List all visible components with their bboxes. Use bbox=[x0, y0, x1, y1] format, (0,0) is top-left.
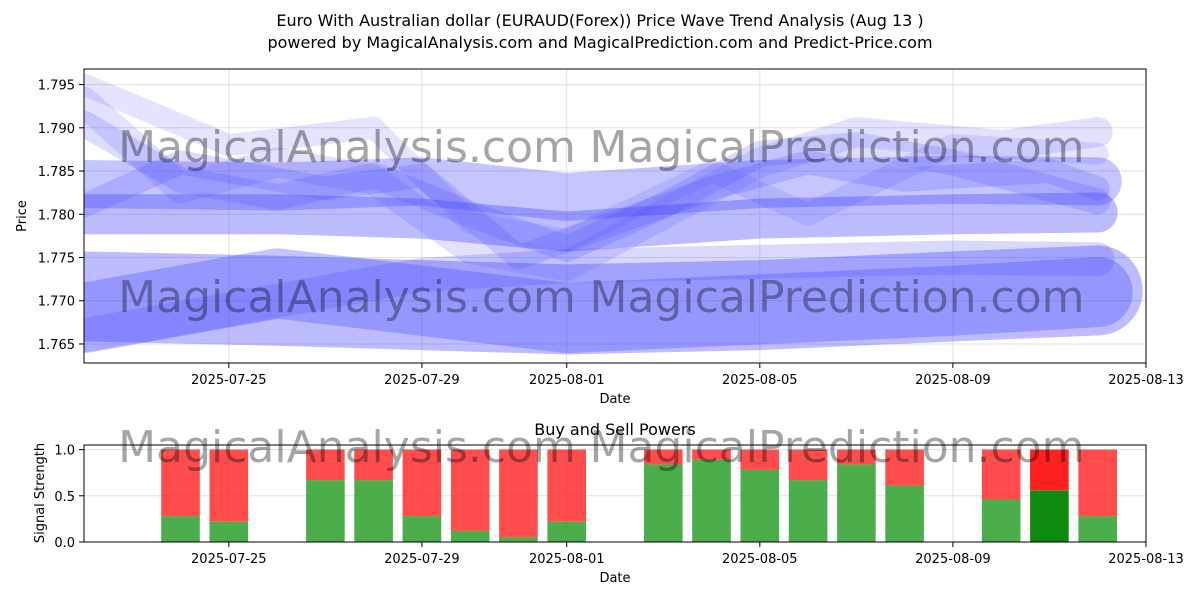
buy-bar bbox=[885, 485, 924, 542]
price-waves bbox=[84, 73, 1143, 355]
sell-bar bbox=[692, 449, 731, 460]
price-y-tick-label: 1.770 bbox=[38, 295, 75, 310]
buy-bar bbox=[1078, 516, 1117, 542]
buy-bar bbox=[740, 469, 780, 542]
signal-axes-frame bbox=[83, 444, 1147, 543]
chart-title-line1: Euro With Australian dollar (EURAUD(Fore… bbox=[276, 11, 923, 30]
price-y-tick-label: 1.785 bbox=[38, 165, 75, 180]
watermark-5: MagicalAnalysis.com bbox=[118, 422, 576, 473]
sell-bar bbox=[1078, 449, 1117, 517]
signal-x-tick-label: 2025-08-13 bbox=[1108, 552, 1184, 567]
buy-bar bbox=[837, 464, 876, 542]
sell-bar bbox=[547, 449, 586, 522]
watermark-1: MagicalAnalysis.com bbox=[118, 122, 576, 173]
buy-bar bbox=[981, 499, 1021, 542]
price-wave-5 bbox=[84, 110, 1111, 262]
signal-panel: Buy and Sell Powers MagicalAnalysis.com … bbox=[33, 420, 1184, 586]
buy-bar bbox=[354, 480, 393, 542]
sell-bar bbox=[306, 449, 345, 481]
price-y-tick-label: 1.795 bbox=[38, 79, 75, 94]
price-wave-9 bbox=[84, 240, 1115, 353]
buy-bar bbox=[1030, 490, 1069, 542]
signal-x-tick-label: 2025-08-05 bbox=[722, 552, 798, 567]
price-wave-8 bbox=[84, 73, 1109, 252]
price-wave-4 bbox=[84, 155, 1122, 221]
price-x-tick-label: 2025-08-01 bbox=[529, 373, 605, 388]
sell-bar bbox=[209, 449, 249, 522]
signal-x-tick-label: 2025-07-25 bbox=[191, 552, 267, 567]
sell-bar bbox=[499, 449, 538, 538]
sell-bar bbox=[450, 449, 490, 531]
buy-bar bbox=[692, 459, 731, 542]
sell-bar bbox=[885, 449, 924, 486]
price-y-tick-label: 1.780 bbox=[38, 208, 75, 223]
price-y-tick-label: 1.775 bbox=[38, 252, 75, 267]
sell-bar bbox=[740, 449, 780, 470]
signal-x-tick-label: 2025-08-09 bbox=[915, 552, 991, 567]
price-axes-frame bbox=[83, 68, 1147, 364]
signal-x-tick-label: 2025-07-29 bbox=[384, 552, 460, 567]
signal-y-tick-label: 0.0 bbox=[54, 536, 75, 551]
buy-bar bbox=[209, 521, 249, 542]
sell-bar bbox=[161, 449, 200, 517]
sell-bar bbox=[981, 449, 1021, 500]
signal-title: Buy and Sell Powers bbox=[534, 420, 696, 439]
buy-bar bbox=[402, 516, 442, 542]
price-x-tick-label: 2025-08-05 bbox=[722, 373, 798, 388]
signal-x-tick-label: 2025-08-01 bbox=[529, 552, 605, 567]
price-y-label: Price bbox=[15, 200, 30, 232]
watermark-2: MagicalPrediction.com bbox=[590, 122, 1085, 173]
signal-y-label: Signal Strength bbox=[33, 443, 48, 543]
chart-title-line2: powered by MagicalAnalysis.com and Magic… bbox=[267, 33, 932, 52]
buy-bar bbox=[161, 516, 200, 542]
buy-bar bbox=[788, 480, 828, 542]
price-panel: MagicalAnalysis.com MagicalPrediction.co… bbox=[15, 68, 1184, 407]
price-y-tick-label: 1.790 bbox=[38, 122, 75, 137]
watermark-6: MagicalPrediction.com bbox=[590, 422, 1085, 473]
sell-bar bbox=[402, 449, 442, 517]
price-x-tick-label: 2025-08-09 bbox=[915, 373, 991, 388]
price-x-tick-label: 2025-07-25 bbox=[191, 373, 267, 388]
price-x-label: Date bbox=[599, 392, 630, 407]
price-x-tick-label: 2025-07-29 bbox=[384, 373, 460, 388]
signal-ticks: 2025-07-25 2025-07-29 2025-08-01 2025-08-05… bbox=[54, 444, 1183, 567]
buy-bar bbox=[499, 537, 538, 542]
price-x-tick-label: 2025-08-13 bbox=[1108, 373, 1184, 388]
watermark-3: MagicalAnalysis.com bbox=[118, 272, 576, 323]
price-wave-3 bbox=[84, 192, 1118, 252]
buy-bar bbox=[644, 464, 683, 542]
buy-bar bbox=[450, 530, 490, 542]
price-wave-1 bbox=[84, 245, 1143, 355]
sell-bar bbox=[1030, 449, 1069, 491]
sell-bar bbox=[644, 449, 683, 465]
signal-y-tick-label: 1.0 bbox=[54, 444, 75, 459]
price-y-tick-label: 1.765 bbox=[38, 338, 75, 353]
signal-y-tick-label: 0.5 bbox=[54, 490, 75, 505]
watermark-4: MagicalPrediction.com bbox=[590, 272, 1085, 323]
signal-x-label: Date bbox=[599, 571, 630, 586]
buy-bar bbox=[547, 521, 586, 542]
signal-bars bbox=[161, 449, 1117, 542]
sell-bar bbox=[788, 449, 828, 481]
price-wave-6 bbox=[84, 86, 1113, 282]
price-ticks: 2025-07-25 2025-07-29 2025-08-01 2025-08-05… bbox=[38, 79, 1184, 388]
buy-bar bbox=[306, 480, 345, 542]
price-wave-2 bbox=[84, 248, 1133, 353]
sell-bar bbox=[354, 449, 393, 481]
price-wave-7 bbox=[84, 150, 1110, 270]
sell-bar bbox=[837, 449, 876, 465]
